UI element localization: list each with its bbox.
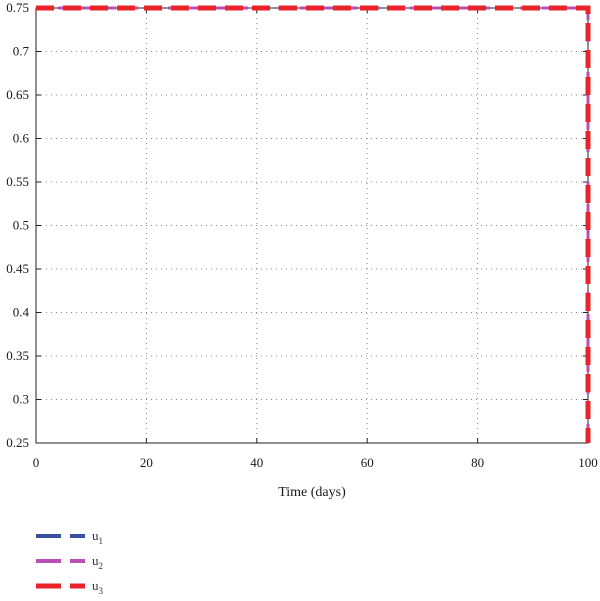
x-tick-label: 100 bbox=[578, 455, 598, 470]
legend-label-subscript: 2 bbox=[99, 561, 104, 571]
grid bbox=[36, 8, 588, 443]
y-tick-label: 0.4 bbox=[13, 305, 30, 320]
x-tick-labels: 0 20 40 60 80 100 bbox=[33, 455, 598, 470]
x-tick-label: 40 bbox=[250, 455, 263, 470]
y-tick-label: 0.5 bbox=[13, 218, 29, 233]
y-tick-label: 0.45 bbox=[6, 261, 29, 276]
series-line-u3 bbox=[36, 5, 591, 443]
y-tick-label: 0.65 bbox=[6, 87, 29, 102]
legend-label: u2 bbox=[92, 553, 103, 571]
y-tick-label: 0.35 bbox=[6, 348, 29, 363]
y-tick-label: 0.75 bbox=[6, 0, 29, 15]
x-tick-label: 80 bbox=[471, 455, 484, 470]
y-tick-labels: 0.25 0.3 0.35 0.4 0.45 0.5 0.55 0.6 0.65 0.7 0.75 bbox=[6, 0, 29, 450]
x-axis-title: Time (days) bbox=[278, 485, 346, 500]
legend: u1 u2 u3 bbox=[36, 528, 104, 596]
legend-label: u1 bbox=[92, 528, 103, 546]
x-tick-label: 20 bbox=[140, 455, 153, 470]
y-tick-label: 0.55 bbox=[6, 174, 29, 189]
y-tick-label: 0.6 bbox=[13, 131, 30, 146]
y-tick-label: 0.3 bbox=[13, 392, 29, 407]
y-tick-label: 0.25 bbox=[6, 435, 29, 450]
legend-label-subscript: 3 bbox=[99, 586, 104, 596]
y-tick-label: 0.7 bbox=[13, 44, 30, 59]
series-lines bbox=[36, 5, 591, 443]
x-tick-label: 60 bbox=[361, 455, 374, 470]
legend-label-subscript: 1 bbox=[99, 536, 104, 546]
legend-label: u3 bbox=[92, 578, 104, 596]
x-tick-label: 0 bbox=[33, 455, 40, 470]
